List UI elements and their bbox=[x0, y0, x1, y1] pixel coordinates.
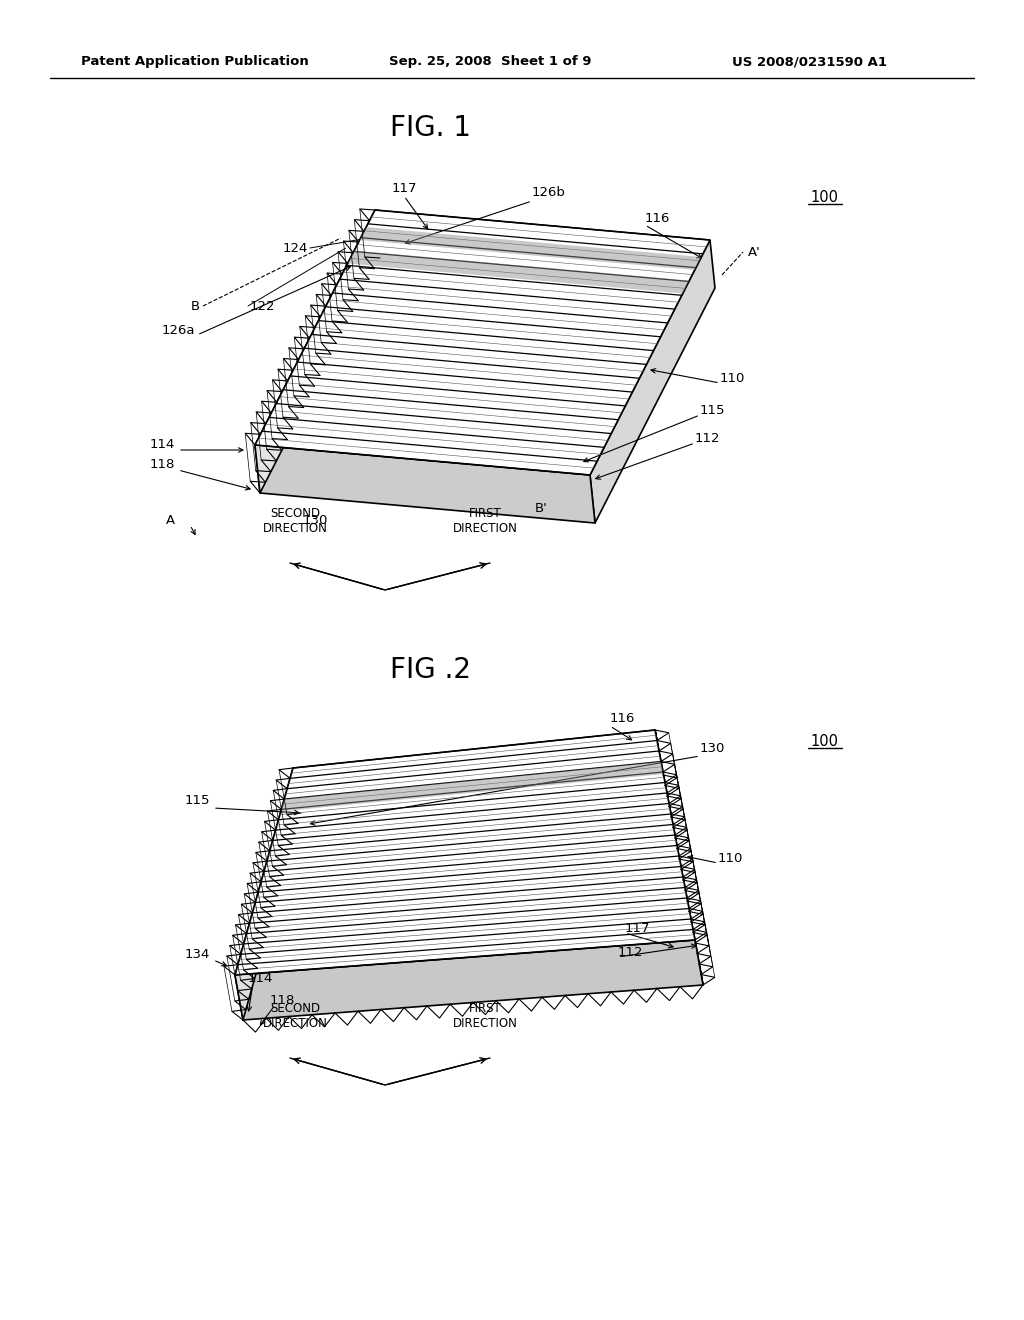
Text: 116: 116 bbox=[645, 211, 671, 224]
Polygon shape bbox=[255, 445, 595, 523]
Text: 126a: 126a bbox=[162, 323, 195, 337]
Polygon shape bbox=[234, 940, 703, 1020]
Text: 117: 117 bbox=[392, 181, 418, 194]
Text: 116: 116 bbox=[610, 711, 635, 725]
Text: 115: 115 bbox=[184, 793, 210, 807]
Text: 112: 112 bbox=[695, 432, 721, 445]
Text: 118: 118 bbox=[150, 458, 175, 471]
Text: B': B' bbox=[535, 502, 548, 515]
Text: 118: 118 bbox=[270, 994, 295, 1006]
Text: 100: 100 bbox=[810, 734, 838, 750]
Text: A: A bbox=[166, 513, 175, 527]
Text: 110: 110 bbox=[720, 371, 745, 384]
Text: 114: 114 bbox=[150, 438, 175, 451]
Polygon shape bbox=[255, 210, 710, 475]
Polygon shape bbox=[281, 762, 664, 812]
Text: Patent Application Publication: Patent Application Publication bbox=[81, 55, 309, 69]
Text: 115: 115 bbox=[700, 404, 725, 417]
Polygon shape bbox=[234, 768, 301, 1020]
Text: 124: 124 bbox=[283, 242, 308, 255]
Text: 134: 134 bbox=[184, 949, 210, 961]
Text: 130: 130 bbox=[303, 513, 329, 527]
Text: SECOND
DIRECTION: SECOND DIRECTION bbox=[262, 507, 328, 535]
Text: 130: 130 bbox=[700, 742, 725, 755]
Text: FIRST
DIRECTION: FIRST DIRECTION bbox=[453, 1002, 517, 1030]
Text: 100: 100 bbox=[810, 190, 838, 206]
Text: Sep. 25, 2008  Sheet 1 of 9: Sep. 25, 2008 Sheet 1 of 9 bbox=[389, 55, 591, 69]
Polygon shape bbox=[655, 730, 703, 985]
Text: A': A' bbox=[748, 246, 761, 259]
Text: US 2008/0231590 A1: US 2008/0231590 A1 bbox=[732, 55, 888, 69]
Text: B: B bbox=[190, 300, 200, 313]
Polygon shape bbox=[234, 730, 695, 975]
Polygon shape bbox=[590, 240, 715, 523]
Text: 126b: 126b bbox=[532, 186, 566, 199]
Text: 114: 114 bbox=[248, 972, 273, 985]
Text: 117: 117 bbox=[625, 921, 650, 935]
Text: 112: 112 bbox=[618, 945, 643, 958]
Polygon shape bbox=[255, 210, 380, 492]
Text: FIG .2: FIG .2 bbox=[389, 656, 470, 684]
Text: FIRST
DIRECTION: FIRST DIRECTION bbox=[453, 507, 517, 535]
Text: SECOND
DIRECTION: SECOND DIRECTION bbox=[262, 1002, 328, 1030]
Polygon shape bbox=[359, 227, 701, 271]
Text: FIG. 1: FIG. 1 bbox=[389, 114, 470, 143]
Text: 122: 122 bbox=[250, 300, 275, 313]
Polygon shape bbox=[348, 251, 689, 293]
Text: 110: 110 bbox=[718, 851, 743, 865]
